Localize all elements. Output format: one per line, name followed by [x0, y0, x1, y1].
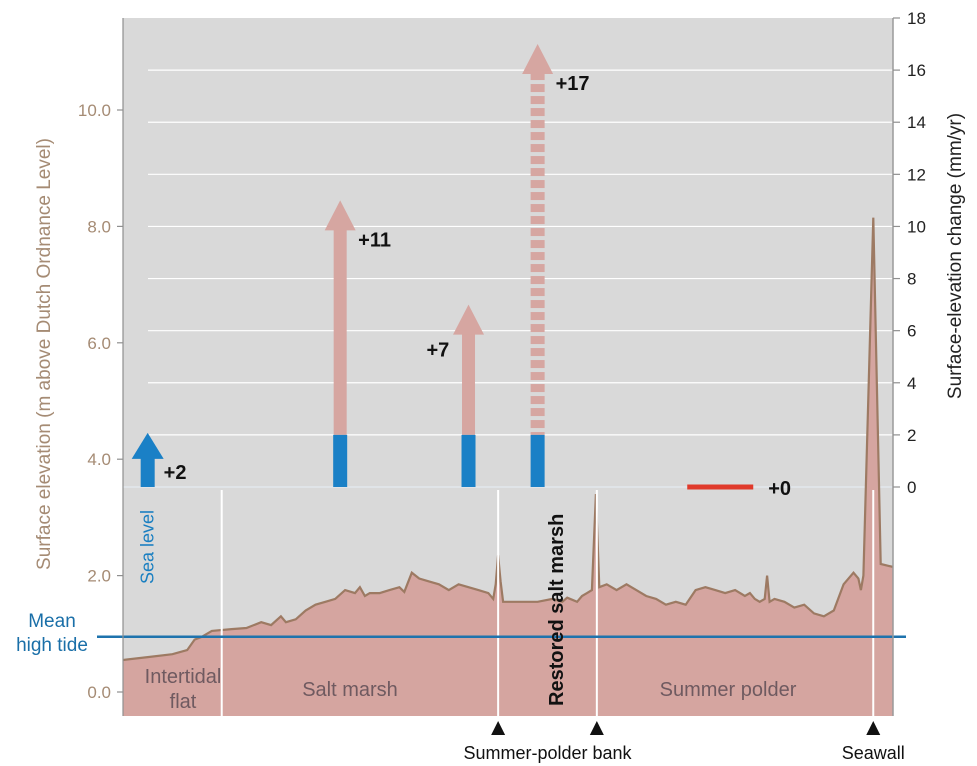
rate-arrow-head [453, 304, 485, 335]
rate-arrow-shaft [530, 312, 545, 321]
rate-arrow-shaft [530, 384, 545, 393]
mean-high-tide-label: Mean [28, 611, 76, 632]
rate-arrow-shaft [530, 204, 545, 213]
rate-arrow-shaft [530, 132, 545, 141]
zone-label: Salt marsh [302, 679, 398, 701]
left-axis-title: Surface elevation (m above Dutch Ordnanc… [34, 138, 55, 570]
structure-marker [589, 721, 604, 735]
right-tick-label: 14 [907, 113, 926, 132]
left-tick-label: 6.0 [87, 334, 111, 353]
right-tick-label: 16 [907, 61, 926, 80]
zone-label: flat [170, 691, 197, 713]
structure-label: Summer-polder bank [463, 743, 632, 763]
rate-arrow-shaft [530, 372, 545, 381]
rate-arrow-shaft [530, 276, 545, 285]
rate-arrow-shaft [530, 420, 545, 429]
structure-marker [866, 721, 881, 735]
rate-label: +0 [768, 478, 791, 500]
rate-label: +17 [556, 73, 590, 95]
rate-label: +7 [427, 340, 450, 362]
sea-level-label: Sea level [138, 510, 158, 584]
sea-level-arrow-head [131, 432, 164, 459]
rate-arrow-shaft [530, 396, 545, 405]
rate-arrow-shaft [530, 360, 545, 369]
left-tick-label: 0.0 [87, 683, 111, 702]
rate-arrow-shaft [530, 228, 545, 237]
rate-arrow-shaft [462, 332, 476, 435]
rate-arrow-base [333, 434, 348, 487]
right-tick-label: 10 [907, 217, 926, 236]
rate-arrow-shaft [333, 228, 347, 435]
rate-arrow-shaft [530, 324, 545, 333]
structure-marker [491, 721, 506, 735]
rate-arrow-shaft [530, 180, 545, 189]
rate-arrow-shaft [530, 96, 545, 105]
rate-arrow-base [461, 434, 476, 487]
right-tick-label: 4 [907, 374, 916, 393]
rate-arrow-shaft [530, 84, 545, 93]
rate-arrow-shaft [530, 252, 545, 261]
structure-label: Seawall [842, 743, 905, 763]
sea-level-arrow-shaft [140, 456, 155, 487]
rate-arrow-shaft [530, 288, 545, 297]
right-tick-label: 0 [907, 478, 916, 497]
left-tick-label: 4.0 [87, 450, 111, 469]
rate-arrow-shaft [530, 216, 545, 225]
profile-line [123, 217, 893, 662]
rate-arrow-shaft [530, 300, 545, 309]
zone-label: Intertidal [145, 666, 222, 688]
left-tick-label: 8.0 [87, 217, 111, 236]
left-tick-label: 2.0 [87, 567, 111, 586]
rate-arrow-shaft [530, 264, 545, 273]
rate-arrow-shaft [530, 336, 545, 345]
rate-arrow-shaft [530, 108, 545, 117]
rate-arrow-base [530, 434, 545, 487]
right-axis-title: Surface-elevation change (mm/yr) [945, 113, 966, 399]
mean-high-tide-label: high tide [16, 635, 88, 656]
rate-arrow-shaft [530, 408, 545, 417]
rate-arrow-shaft [530, 156, 545, 165]
rate-arrow-head [522, 44, 554, 75]
right-tick-label: 12 [907, 165, 926, 184]
right-tick-label: 8 [907, 270, 916, 289]
profile-area [123, 217, 893, 716]
rate-arrow-shaft [530, 144, 545, 153]
right-tick-label: 2 [907, 426, 916, 445]
rate-arrow-shaft [530, 348, 545, 357]
rate-label: +2 [164, 462, 187, 484]
rate-arrow-head [324, 200, 356, 231]
rate-label: +11 [358, 229, 391, 251]
rate-arrow-shaft [530, 72, 545, 81]
rate-arrow-shaft [530, 432, 545, 435]
zone-label: Restored salt marsh [546, 514, 568, 706]
rate-arrow-shaft [530, 168, 545, 177]
zone-label: Summer polder [660, 679, 797, 701]
rate-arrow-shaft [530, 192, 545, 201]
left-tick-label: 10.0 [78, 101, 111, 120]
rate-arrow-shaft [530, 240, 545, 249]
rate-arrow-shaft [530, 120, 545, 129]
right-tick-label: 6 [907, 322, 916, 341]
right-tick-label: 18 [907, 9, 926, 28]
